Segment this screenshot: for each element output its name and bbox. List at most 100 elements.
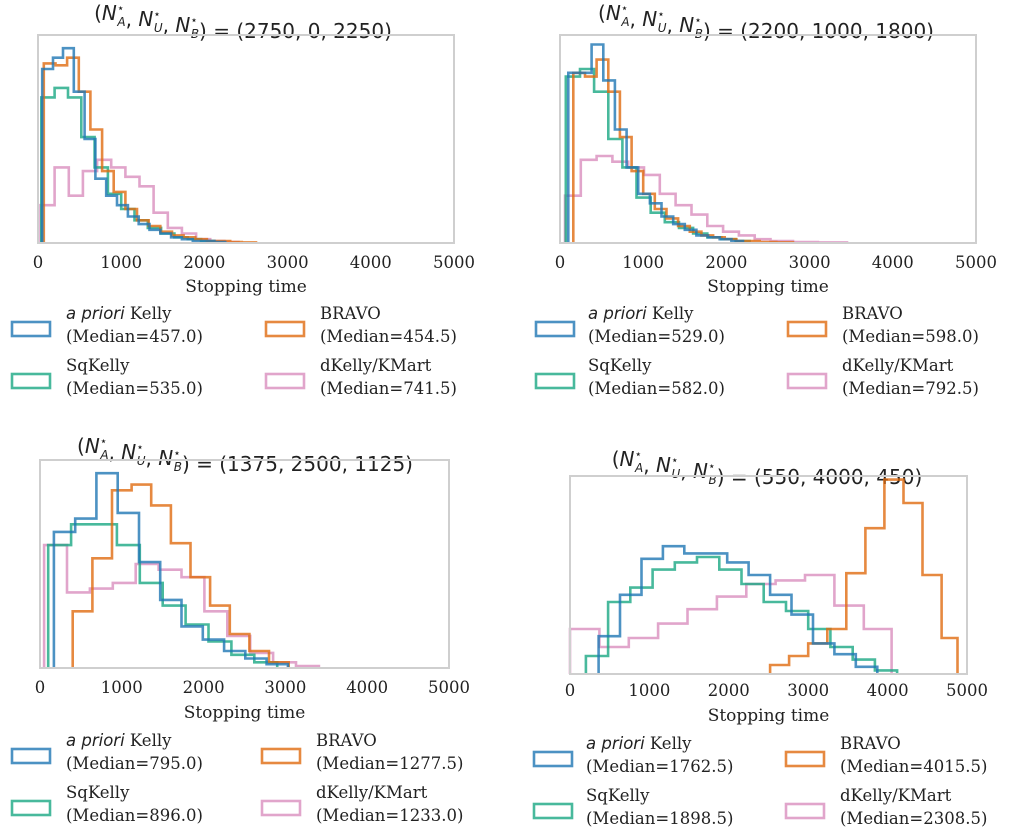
series-apriori (40, 46, 227, 244)
panel-title: (N⋆ A, N⋆ U, N⋆ B) = (550, 4000, 450) (612, 447, 923, 489)
legend-swatch-bravo (784, 750, 826, 768)
series-bravo (572, 58, 795, 244)
legend-label-bravo: BRAVO (320, 304, 381, 323)
legend-swatch-dkelly (786, 372, 828, 390)
legend-label-sqkelly: SqKelly (588, 356, 652, 375)
histogram-panel-2: (N⋆ A, N⋆ U, N⋆ B) = (2200, 1000, 1800) 0 100… (534, 1, 997, 398)
x-tick-label: 3000 (264, 678, 306, 697)
x-tick-label: 1000 (100, 253, 142, 272)
panel-title: (N⋆ A, N⋆ U, N⋆ B) = (2200, 1000, 1800) (598, 1, 934, 43)
legend: a priori Kelly (Median=529.0) BRAVO (Median… (534, 304, 979, 398)
legend-median-bravo: (Median=4015.5) (840, 757, 987, 776)
legend-median-bravo: (Median=1277.5) (316, 754, 463, 773)
x-tick-label: 5000 (955, 253, 997, 272)
plot-frame (39, 459, 450, 669)
legend-swatch-apriori (534, 320, 576, 338)
x-tick-label: 2000 (183, 253, 225, 272)
legend-median-dkelly: (Median=2308.5) (840, 809, 987, 827)
x-tick-label: 5000 (433, 253, 475, 272)
panel-title: (N⋆ A, N⋆ U, N⋆ B) = (1375, 2500, 1125) (77, 434, 413, 476)
legend-median-bravo: (Median=598.0) (842, 327, 979, 346)
histogram-panel-3: (N⋆ A, N⋆ U, N⋆ B) = (1375, 2500, 1125) 0 100… (10, 434, 470, 825)
legend: a priori Kelly (Median=1762.5) BRAVO (Media… (532, 734, 987, 827)
x-tick-label: 5000 (946, 681, 988, 700)
legend-swatch-apriori (532, 750, 574, 768)
series-sqkelly (564, 67, 751, 243)
legend-swatch-sqkelly (10, 372, 52, 390)
legend-label-sqkelly: SqKelly (586, 786, 650, 805)
legend-median-dkelly: (Median=792.5) (842, 379, 979, 398)
x-tick-label: 2000 (183, 678, 225, 697)
x-tick-label: 5000 (428, 678, 470, 697)
x-tick-label: 0 (555, 253, 566, 272)
legend-label-bravo: BRAVO (840, 734, 901, 753)
panel-title: (N⋆ A, N⋆ U, N⋆ B) = (2750, 0, 2250) (94, 1, 392, 43)
legend-label-dkelly: dKelly/KMart (840, 786, 952, 805)
legend-swatch-dkelly (784, 802, 826, 820)
series-apriori (52, 471, 290, 668)
x-axis-label: Stopping time (707, 277, 829, 297)
legend-median-apriori: (Median=457.0) (66, 327, 203, 346)
x-tick-label: 0 (565, 681, 576, 700)
legend-label-dkelly: dKelly/KMart (320, 356, 432, 375)
legend-swatch-apriori (10, 320, 52, 338)
x-tick-label: 4000 (350, 253, 392, 272)
legend-median-dkelly: (Median=741.5) (320, 379, 457, 398)
x-tick-label: 1000 (622, 253, 664, 272)
legend-median-apriori: (Median=795.0) (66, 754, 203, 773)
legend-median-sqkelly: (Median=582.0) (588, 379, 725, 398)
legend-label-apriori: a priori Kelly (588, 304, 694, 323)
series-sqkelly (40, 86, 216, 243)
legend-median-sqkelly: (Median=1898.5) (586, 809, 733, 827)
x-tick-label: 0 (33, 253, 44, 272)
legend-label-apriori: a priori Kelly (586, 734, 692, 753)
x-tick-label: 3000 (267, 253, 309, 272)
series-dkelly (568, 573, 893, 674)
series-bravo (42, 56, 258, 244)
legend-swatch-sqkelly (10, 799, 52, 817)
series-sqkelly (584, 555, 899, 674)
legend-label-sqkelly: SqKelly (66, 356, 130, 375)
legend-label-dkelly: dKelly/KMart (316, 783, 428, 802)
legend-swatch-bravo (260, 747, 302, 765)
x-tick-label: 1000 (101, 678, 143, 697)
legend-median-dkelly: (Median=1233.0) (316, 806, 463, 825)
legend-swatch-sqkelly (534, 372, 576, 390)
series-dkelly (42, 543, 321, 668)
x-tick-label: 0 (35, 678, 46, 697)
series-bravo (71, 483, 290, 668)
x-axis-label: Stopping time (185, 277, 307, 297)
x-tick-label: 4000 (867, 681, 909, 700)
legend-median-apriori: (Median=1762.5) (586, 757, 733, 776)
x-tick-label: 4000 (872, 253, 914, 272)
x-axis-label: Stopping time (184, 703, 306, 723)
legend-median-sqkelly: (Median=896.0) (66, 806, 203, 825)
legend-swatch-dkelly (260, 799, 302, 817)
legend-swatch-bravo (264, 320, 306, 338)
x-tick-label: 1000 (628, 681, 670, 700)
x-tick-label: 2000 (705, 253, 747, 272)
legend-label-bravo: BRAVO (316, 731, 377, 750)
x-axis-label: Stopping time (708, 706, 830, 726)
series-apriori (597, 544, 879, 674)
histogram-panel-4: (N⋆ A, N⋆ U, N⋆ B) = (550, 4000, 450) 0 1000 2… (532, 447, 988, 827)
legend-label-apriori: a priori Kelly (66, 304, 172, 323)
series-sqkelly (46, 523, 279, 668)
series-dkelly (563, 154, 849, 244)
legend-label-sqkelly: SqKelly (66, 783, 130, 802)
series-bravo (768, 478, 959, 674)
legend-swatch-bravo (786, 320, 828, 338)
plot-frame (37, 34, 455, 244)
series-dkelly (39, 158, 240, 244)
legend-label-bravo: BRAVO (842, 304, 903, 323)
plot-frame (559, 34, 977, 244)
series-apriori (567, 43, 745, 243)
legend-swatch-apriori (10, 747, 52, 765)
plot-frame (569, 475, 968, 675)
legend-median-bravo: (Median=454.5) (320, 327, 457, 346)
histogram-panel-1: (N⋆ A, N⋆ U, N⋆ B) = (2750, 0, 2250) 0 1000 20… (10, 1, 475, 398)
legend-median-sqkelly: (Median=535.0) (66, 379, 203, 398)
legend-median-apriori: (Median=529.0) (588, 327, 725, 346)
legend-label-apriori: a priori Kelly (66, 731, 172, 750)
